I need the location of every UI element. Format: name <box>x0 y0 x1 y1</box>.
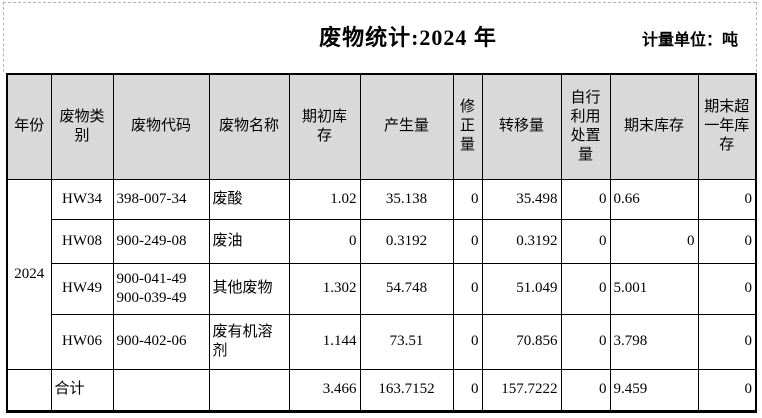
page-break-line-top <box>3 2 756 3</box>
cell-code[interactable]: 900-402-06 <box>112 313 210 370</box>
cell-opening[interactable]: 1.144 <box>288 313 361 370</box>
cell-year[interactable]: 2024 <box>6 178 52 370</box>
cell-year-empty[interactable] <box>6 368 52 413</box>
table-row: HW49 900-041-49 900-039-49 其他废物 1.302 54… <box>7 262 757 315</box>
cell-over-one-year[interactable]: 0 <box>697 218 757 264</box>
col-header-year[interactable]: 年份 <box>6 73 52 180</box>
cell-self-disposal[interactable]: 0 <box>560 178 611 220</box>
cell-transferred[interactable]: 35.498 <box>481 178 562 220</box>
col-header-name[interactable]: 废物名称 <box>208 73 290 180</box>
col-header-corrected[interactable]: 修 正 量 <box>452 73 483 180</box>
page-break-line-right <box>756 2 757 72</box>
cell-over-one-year[interactable]: 0 <box>697 262 757 315</box>
cell-total-produced[interactable]: 163.7152 <box>359 368 454 413</box>
cell-transferred[interactable]: 51.049 <box>481 262 562 315</box>
cell-closing[interactable]: 0 <box>609 218 699 264</box>
table-row: HW08 900-249-08 废油 0 0.3192 0 0.3192 0 0… <box>7 218 757 264</box>
cell-self-disposal[interactable]: 0 <box>560 218 611 264</box>
total-row: 合计 3.466 163.7152 0 157.7222 0 9.459 0 <box>6 368 757 413</box>
col-header-closing[interactable]: 期末库存 <box>609 73 699 180</box>
cell-self-disposal[interactable]: 0 <box>560 262 611 315</box>
cell-transferred[interactable]: 70.856 <box>481 313 562 370</box>
table-row: HW06 900-402-06 废有机溶 剂 1.144 73.51 0 70.… <box>7 313 757 370</box>
col-header-category[interactable]: 废物类 别 <box>50 73 114 180</box>
cell-category[interactable]: HW08 <box>50 218 114 264</box>
cell-total-label[interactable]: 合计 <box>50 368 114 413</box>
cell-closing[interactable]: 0.66 <box>609 178 699 220</box>
cell-code[interactable]: 398-007-34 <box>112 178 210 220</box>
col-header-opening[interactable]: 期初库 存 <box>288 73 361 180</box>
cell-opening[interactable]: 0 <box>288 218 361 264</box>
cell-produced[interactable]: 0.3192 <box>359 218 454 264</box>
cell-category[interactable]: HW49 <box>50 262 114 315</box>
cell-total-closing[interactable]: 9.459 <box>609 368 699 413</box>
page-break-line-left <box>3 2 4 72</box>
cell-category[interactable]: HW34 <box>50 178 114 220</box>
waste-stats-table: 年份 废物类 别 废物代码 废物名称 期初库 存 产生量 修 正 量 转移量 自… <box>6 73 757 413</box>
cell-self-disposal[interactable]: 0 <box>560 313 611 370</box>
cell-total-self-disposal[interactable]: 0 <box>560 368 611 413</box>
cell-corrected[interactable]: 0 <box>452 262 483 315</box>
cell-category[interactable]: HW06 <box>50 313 114 370</box>
cell-total-over-one-year[interactable]: 0 <box>697 368 757 413</box>
cell-corrected[interactable]: 0 <box>452 218 483 264</box>
cell-opening[interactable]: 1.02 <box>288 178 361 220</box>
cell-total-corrected[interactable]: 0 <box>452 368 483 413</box>
cell-over-one-year[interactable]: 0 <box>697 313 757 370</box>
cell-code[interactable]: 900-249-08 <box>112 218 210 264</box>
cell-over-one-year[interactable]: 0 <box>697 178 757 220</box>
cell-total-opening[interactable]: 3.466 <box>288 368 361 413</box>
cell-name[interactable]: 废有机溶 剂 <box>208 313 290 370</box>
cell-transferred[interactable]: 0.3192 <box>481 218 562 264</box>
col-header-transferred[interactable]: 转移量 <box>481 73 562 180</box>
col-header-code[interactable]: 废物代码 <box>112 73 210 180</box>
cell-closing[interactable]: 5.001 <box>609 262 699 315</box>
unit-label: 计量单位：吨 <box>641 32 738 49</box>
cell-closing[interactable]: 3.798 <box>609 313 699 370</box>
col-header-self-disposal[interactable]: 自行 利用 处置 量 <box>560 73 611 180</box>
table-row: 2024 HW34 398-007-34 废酸 1.02 35.138 0 35… <box>6 178 757 370</box>
col-header-over-one-year[interactable]: 期末超 一年库 存 <box>697 73 757 180</box>
cell-corrected[interactable]: 0 <box>452 178 483 220</box>
cell-produced[interactable]: 73.51 <box>359 313 454 370</box>
cell-produced[interactable]: 54.748 <box>359 262 454 315</box>
cell-opening[interactable]: 1.302 <box>288 262 361 315</box>
cell-corrected[interactable]: 0 <box>452 313 483 370</box>
cell-name[interactable]: 其他废物 <box>208 262 290 315</box>
cell-total-transferred[interactable]: 157.7222 <box>481 368 562 413</box>
col-header-produced[interactable]: 产生量 <box>359 73 454 180</box>
cell-produced[interactable]: 35.138 <box>359 178 454 220</box>
cell-name-empty[interactable] <box>208 368 290 413</box>
cell-name[interactable]: 废酸 <box>208 178 290 220</box>
header-row: 年份 废物类 别 废物代码 废物名称 期初库 存 产生量 修 正 量 转移量 自… <box>6 73 757 180</box>
page-title: 废物统计:2024 年 <box>319 25 497 50</box>
cell-code-empty[interactable] <box>112 368 210 413</box>
cell-code[interactable]: 900-041-49 900-039-49 <box>112 262 210 315</box>
cell-name[interactable]: 废油 <box>208 218 290 264</box>
